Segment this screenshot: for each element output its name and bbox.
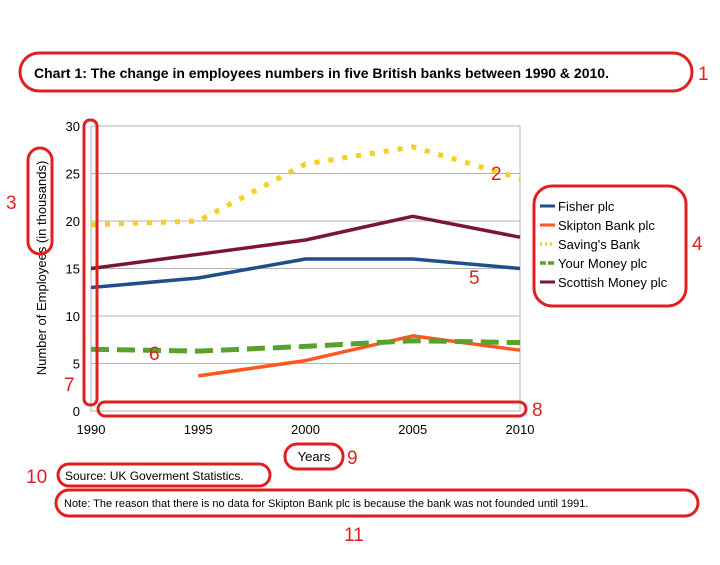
y-tick-label-10: 10: [66, 309, 80, 324]
annotation-label-1: 1: [698, 64, 709, 85]
y-axis-label: Number of Employees (in thousands): [34, 161, 49, 376]
y-tick-label-25: 25: [66, 167, 80, 182]
x-tick-label-2005: 2005: [398, 422, 427, 437]
note-annotation-box: [54, 488, 700, 518]
y-tick-label-30: 30: [66, 119, 80, 134]
x-tick-label-2010: 2010: [506, 422, 535, 437]
source-text: Source: UK Goverment Statistics.: [65, 469, 244, 483]
source-annotation-box: [56, 462, 272, 488]
annotation-label-10: 10: [26, 467, 47, 488]
legend-label-your-money-plc: Your Money plc: [558, 256, 648, 271]
y-tick-label-5: 5: [73, 357, 80, 372]
x-axis-label: Years: [298, 449, 331, 464]
series-line-fisher-plc: [90, 257, 521, 290]
annotation-label-8: 8: [532, 400, 543, 421]
x-axis-label-annotation-box: [283, 442, 345, 471]
y-tick-label-20: 20: [66, 214, 80, 229]
x-axis-annotation-box: [96, 400, 528, 418]
y-tick-label-15: 15: [66, 262, 80, 277]
legend-label-fisher-plc: Fisher plc: [558, 199, 615, 214]
annotation-label-5: 5: [469, 268, 480, 289]
x-tick-label-2000: 2000: [291, 422, 320, 437]
legend-label-scottish-money-plc: Scottish Money plc: [558, 275, 668, 290]
chart-title: Chart 1: The change in employees numbers…: [34, 65, 609, 81]
y-tick-label-0: 0: [73, 404, 80, 419]
annotation-label-3: 3: [6, 193, 17, 214]
y-axis-unit-annotation-box: [26, 146, 54, 256]
series-line-saving-s-bank: [90, 144, 521, 228]
y-tick-labels: 0 5 10 15 20 25 30: [66, 119, 80, 419]
annotation-label-11: 11: [344, 525, 364, 546]
legend-label-saving-s-bank: Saving's Bank: [558, 237, 640, 252]
annotation-label-4: 4: [692, 234, 703, 255]
y-axis-annotation-box: [82, 118, 99, 407]
legend: Fisher plc Skipton Bank plc Saving's Bank Y…: [540, 199, 668, 290]
legend-label-skipton-bank-plc: Skipton Bank plc: [558, 218, 655, 233]
x-tick-label-1995: 1995: [184, 422, 213, 437]
legend-annotation-box: [532, 184, 688, 308]
series-lines: [90, 144, 521, 378]
annotation-label-9: 9: [347, 448, 358, 469]
annotation-label-2: 2: [491, 164, 502, 185]
annotation-label-6: 6: [149, 344, 160, 365]
x-tick-label-1990: 1990: [77, 422, 106, 437]
series-line-scottish-money-plc: [90, 214, 521, 271]
title-annotation-box: [18, 51, 694, 93]
note-text: Note: The reason that there is no data f…: [64, 498, 588, 510]
series-line-your-money-plc: [90, 338, 521, 354]
annotation-label-7: 7: [64, 375, 75, 396]
x-tick-labels: 1990 1995 2000 2005 2010: [77, 422, 535, 437]
